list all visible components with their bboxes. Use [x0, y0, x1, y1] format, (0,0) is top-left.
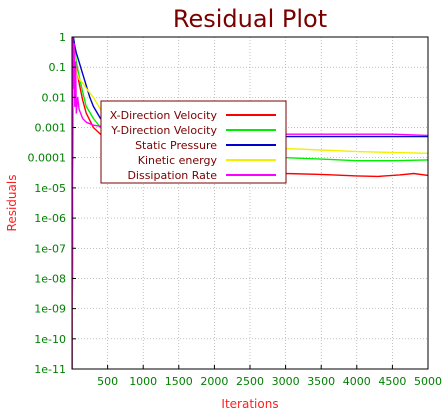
- legend-label-5: Dissipation Rate: [127, 169, 217, 182]
- x-tick-label: 3500: [307, 375, 335, 388]
- x-tick-label: 1500: [165, 375, 193, 388]
- y-tick-label: 1e-09: [34, 303, 66, 316]
- tick-layer: 500 1000 1500 2000 2500 3000 3500 4000 4500 5000 1…: [28, 31, 443, 388]
- y-tick-label: 0.0001: [28, 152, 67, 165]
- y-tick-label: 1e-07: [34, 242, 66, 255]
- y-axis-label: Residuals: [5, 175, 19, 232]
- series-line-5: [72, 37, 428, 369]
- y-tick-label: 1e-05: [34, 182, 66, 195]
- x-axis-label: Iterations: [221, 397, 278, 411]
- x-tick-label: 4500: [378, 375, 406, 388]
- legend: X-Direction Velocity Y-Direction Velocity…: [100, 100, 287, 184]
- y-tick-label: 1e-11: [34, 363, 66, 376]
- x-tick-label: 4000: [343, 375, 371, 388]
- y-tick-label: 1e-08: [34, 272, 66, 285]
- legend-label-1: X-Direction Velocity: [110, 109, 218, 122]
- y-tick-label: 0.001: [35, 122, 67, 135]
- legend-label-4: Kinetic energy: [138, 154, 218, 167]
- x-tick-label: 5000: [414, 375, 442, 388]
- x-tick-label: 500: [97, 375, 118, 388]
- x-tick-label: 2500: [236, 375, 264, 388]
- y-tick-label: 0.1: [49, 61, 67, 74]
- y-tick-label: 0.01: [42, 91, 67, 104]
- legend-label-2: Y-Direction Velocity: [110, 124, 217, 137]
- y-tick-label: 1e-06: [34, 212, 66, 225]
- x-tick-label: 1000: [129, 375, 157, 388]
- x-tick-label: 2000: [200, 375, 228, 388]
- legend-entries: X-Direction Velocity Y-Direction Velocity…: [110, 109, 276, 182]
- y-tick-label: 1: [59, 31, 66, 44]
- x-tick-label: 3000: [272, 375, 300, 388]
- legend-label-3: Static Pressure: [135, 139, 217, 152]
- chart-title: Residual Plot: [173, 5, 327, 33]
- y-tick-label: 1e-10: [34, 333, 66, 346]
